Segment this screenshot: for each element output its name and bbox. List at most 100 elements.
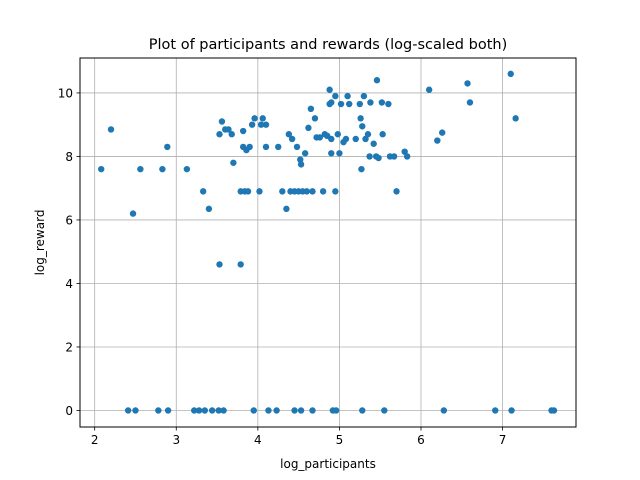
data-point [285, 131, 293, 138]
data-point [328, 135, 335, 143]
data-point [301, 150, 309, 157]
data-point [132, 407, 139, 414]
y-axis-title: log_reward [33, 210, 47, 276]
x-axis-title: log_participants [280, 457, 376, 471]
data-point [309, 407, 316, 414]
data-point [201, 407, 209, 414]
x-tick-label: 5 [336, 433, 344, 447]
data-point [370, 140, 377, 147]
data-point [216, 131, 223, 138]
data-point [248, 121, 256, 128]
y-tick-label: 10 [58, 86, 73, 100]
data-point [316, 134, 324, 141]
data-point [332, 407, 340, 414]
data-point [319, 188, 327, 195]
data-point [507, 70, 514, 78]
data-point [359, 123, 366, 130]
data-point [216, 261, 223, 268]
chart-title: Plot of participants and rewards (log-sc… [149, 37, 507, 53]
data-point [357, 115, 364, 122]
data-point [362, 135, 369, 143]
data-point [259, 115, 266, 122]
data-point [250, 407, 257, 414]
plot-frame [79, 57, 577, 428]
data-point [342, 135, 350, 143]
data-point [401, 148, 408, 155]
data-point [220, 407, 227, 414]
data-point [373, 77, 381, 84]
data-point [191, 407, 198, 414]
y-tick-label: 2 [65, 340, 73, 354]
data-point [366, 153, 373, 160]
data-point [291, 407, 298, 414]
data-point [205, 205, 213, 213]
x-tick-label: 2 [91, 433, 99, 447]
x-tick-label: 6 [417, 433, 425, 447]
data-point [356, 100, 364, 108]
data-point [256, 188, 263, 195]
data-point [390, 153, 398, 160]
data-point [164, 407, 172, 414]
data-point [360, 92, 368, 100]
data-point [218, 118, 226, 125]
data-point [293, 143, 301, 151]
data-point [425, 86, 433, 93]
data-point [195, 407, 203, 414]
data-point [98, 165, 105, 173]
data-point [508, 407, 515, 414]
data-point [492, 407, 499, 414]
data-point [155, 407, 162, 414]
data-point [512, 115, 519, 122]
plot-area [80, 58, 576, 427]
data-point [283, 205, 290, 213]
data-point [262, 143, 270, 151]
data-point [375, 154, 382, 162]
data-point [311, 115, 319, 122]
data-point [403, 153, 411, 160]
x-tick-label: 7 [499, 433, 507, 447]
data-point [279, 188, 286, 195]
data-point [307, 105, 315, 113]
data-point [336, 150, 343, 157]
data-point [273, 407, 280, 414]
data-point [164, 143, 171, 151]
data-point [159, 165, 166, 173]
data-point [332, 188, 339, 195]
data-point [328, 99, 335, 106]
data-point [378, 99, 386, 106]
data-point [288, 135, 296, 143]
data-point [334, 131, 341, 138]
data-point [303, 188, 310, 195]
data-point [275, 143, 282, 151]
data-points [98, 70, 558, 414]
data-point [440, 407, 448, 414]
data-point [434, 137, 441, 144]
y-tick-label: 4 [65, 277, 73, 291]
data-point [305, 124, 312, 132]
x-tick-label: 3 [172, 433, 180, 447]
data-point [265, 407, 272, 414]
data-point [379, 131, 386, 138]
y-tick-label: 0 [65, 404, 73, 418]
data-point [262, 121, 270, 128]
y-tick-label: 6 [65, 213, 73, 227]
data-point [257, 121, 265, 128]
data-point [381, 407, 388, 414]
data-point [332, 92, 339, 100]
data-point [129, 210, 137, 217]
axis-ticks: 2 3 4 5 6 7 0 2 4 6 8 10 [58, 86, 507, 447]
data-point [208, 407, 216, 414]
data-point [309, 188, 316, 195]
data-point [466, 99, 474, 106]
data-point [344, 92, 351, 100]
y-tick-label: 8 [65, 150, 73, 164]
data-point [137, 165, 144, 173]
data-point [251, 115, 258, 122]
data-point [359, 407, 366, 414]
data-point [464, 80, 471, 87]
data-point [297, 161, 305, 168]
data-point [246, 143, 253, 151]
data-point [337, 100, 345, 108]
data-point [183, 165, 191, 173]
